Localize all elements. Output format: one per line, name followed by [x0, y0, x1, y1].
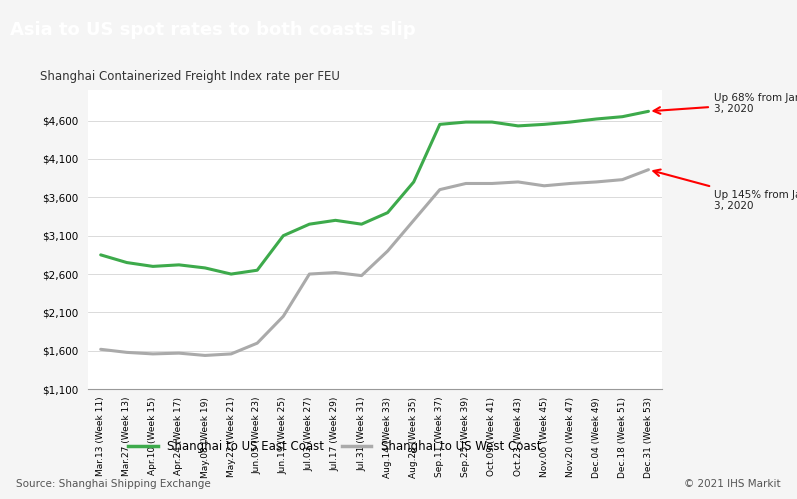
Text: Source: Shanghai Shipping Exchange: Source: Shanghai Shipping Exchange [16, 479, 210, 489]
Text: Up 145% from Jan.
3, 2020: Up 145% from Jan. 3, 2020 [654, 170, 797, 211]
Text: Up 68% from Jan.
3, 2020: Up 68% from Jan. 3, 2020 [654, 93, 797, 114]
Text: © 2021 IHS Markit: © 2021 IHS Markit [685, 479, 781, 489]
Legend: Shanghai to US East Coast, Shanghai to US West Coast: Shanghai to US East Coast, Shanghai to U… [124, 436, 546, 458]
Text: Shanghai Containerized Freight Index rate per FEU: Shanghai Containerized Freight Index rat… [40, 70, 340, 83]
Text: Asia to US spot rates to both coasts slip: Asia to US spot rates to both coasts sli… [10, 21, 415, 39]
